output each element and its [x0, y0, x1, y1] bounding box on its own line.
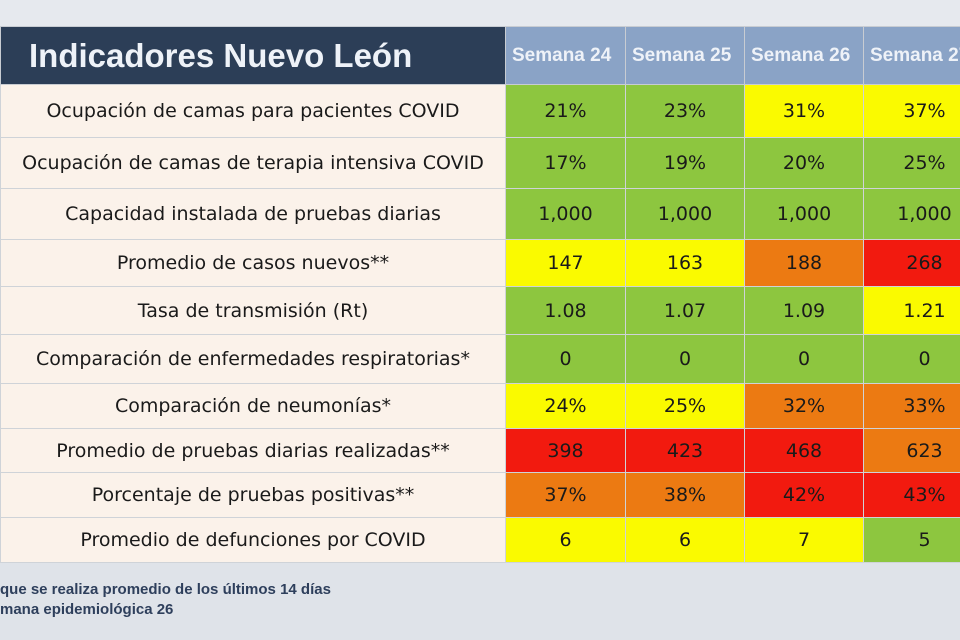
- indicator-value: 25%: [625, 383, 745, 429]
- indicators-body: Ocupación de camas para pacientes COVID 2…: [0, 84, 960, 563]
- indicator-value: 1,000: [863, 188, 960, 240]
- indicator-value: 19%: [625, 137, 745, 189]
- indicator-value: 38%: [625, 472, 745, 518]
- indicator-label: Comparación de enfermedades respiratoria…: [0, 334, 506, 384]
- indicator-label: Ocupación de camas de terapia intensiva …: [0, 137, 506, 189]
- header-row: Indicadores Nuevo León Semana 24 Semana …: [0, 26, 960, 85]
- indicator-value: 163: [625, 239, 745, 287]
- indicator-label: Tasa de transmisión (Rt): [0, 286, 506, 335]
- indicator-value: 0: [505, 334, 626, 384]
- indicators-table: Indicadores Nuevo León Semana 24 Semana …: [0, 26, 960, 563]
- table-row: Ocupación de camas para pacientes COVID 2…: [0, 84, 960, 138]
- indicator-value: 37%: [505, 472, 626, 518]
- indicator-value: 1,000: [625, 188, 745, 240]
- indicator-value: 398: [505, 428, 626, 473]
- indicator-value: 7: [744, 517, 864, 563]
- indicator-value: 33%: [863, 383, 960, 429]
- indicator-value: 1,000: [744, 188, 864, 240]
- indicator-value: 0: [625, 334, 745, 384]
- indicator-label: Promedio de casos nuevos**: [0, 239, 506, 287]
- week-header: Semana 26: [744, 26, 864, 85]
- indicator-value: 423: [625, 428, 745, 473]
- week-header: Semana 24: [505, 26, 626, 85]
- table-row: Tasa de transmisión (Rt) 1.08 1.07 1.09 1.21: [0, 286, 960, 335]
- table-row: Capacidad instalada de pruebas diarias 1,…: [0, 188, 960, 240]
- indicator-value: 42%: [744, 472, 864, 518]
- indicator-value: 468: [744, 428, 864, 473]
- indicator-label: Porcentaje de pruebas positivas**: [0, 472, 506, 518]
- indicator-value: 6: [505, 517, 626, 563]
- week-header: Semana 25: [625, 26, 745, 85]
- indicator-value: 623: [863, 428, 960, 473]
- indicator-label: Promedio de pruebas diarias realizadas**: [0, 428, 506, 473]
- indicator-value: 32%: [744, 383, 864, 429]
- indicator-value: 0: [863, 334, 960, 384]
- footnote-line: que se realiza promedio de los últimos 1…: [0, 581, 331, 598]
- indicator-value: 21%: [505, 84, 626, 138]
- table-row: Ocupación de camas de terapia intensiva …: [0, 137, 960, 189]
- indicator-value: 1.07: [625, 286, 745, 335]
- indicator-value: 43%: [863, 472, 960, 518]
- indicator-value: 31%: [744, 84, 864, 138]
- week-header: Semana 27: [863, 26, 960, 85]
- table-row: Promedio de defunciones por COVID 6 6 7 5: [0, 517, 960, 563]
- indicator-value: 1,000: [505, 188, 626, 240]
- table-row: Comparación de neumonías* 24% 25% 32% 33%: [0, 383, 960, 429]
- indicator-value: 5: [863, 517, 960, 563]
- table-row: Promedio de casos nuevos** 147 163 188 268: [0, 239, 960, 287]
- indicator-value: 24%: [505, 383, 626, 429]
- top-margin: [0, 0, 960, 26]
- indicators-table-container: Indicadores Nuevo León Semana 24 Semana …: [0, 26, 960, 563]
- indicator-label: Ocupación de camas para pacientes COVID: [0, 84, 506, 138]
- indicator-value: 23%: [625, 84, 745, 138]
- table-row: Comparación de enfermedades respiratoria…: [0, 334, 960, 384]
- indicator-value: 268: [863, 239, 960, 287]
- indicator-label: Capacidad instalada de pruebas diarias: [0, 188, 506, 240]
- indicator-value: 1.08: [505, 286, 626, 335]
- indicator-value: 1.21: [863, 286, 960, 335]
- table-title: Indicadores Nuevo León: [0, 26, 506, 85]
- indicator-value: 17%: [505, 137, 626, 189]
- table-row: Promedio de pruebas diarias realizadas**…: [0, 428, 960, 473]
- indicator-value: 188: [744, 239, 864, 287]
- indicator-value: 0: [744, 334, 864, 384]
- indicator-value: 6: [625, 517, 745, 563]
- indicator-label: Promedio de defunciones por COVID: [0, 517, 506, 563]
- indicator-value: 25%: [863, 137, 960, 189]
- table-row: Porcentaje de pruebas positivas** 37% 38% 4…: [0, 472, 960, 518]
- indicator-value: 37%: [863, 84, 960, 138]
- indicator-value: 147: [505, 239, 626, 287]
- footnote-line: mana epidemiológica 26: [0, 601, 174, 618]
- indicator-label: Comparación de neumonías*: [0, 383, 506, 429]
- footnotes: que se realiza promedio de los últimos 1…: [0, 580, 960, 620]
- indicator-value: 1.09: [744, 286, 864, 335]
- indicator-value: 20%: [744, 137, 864, 189]
